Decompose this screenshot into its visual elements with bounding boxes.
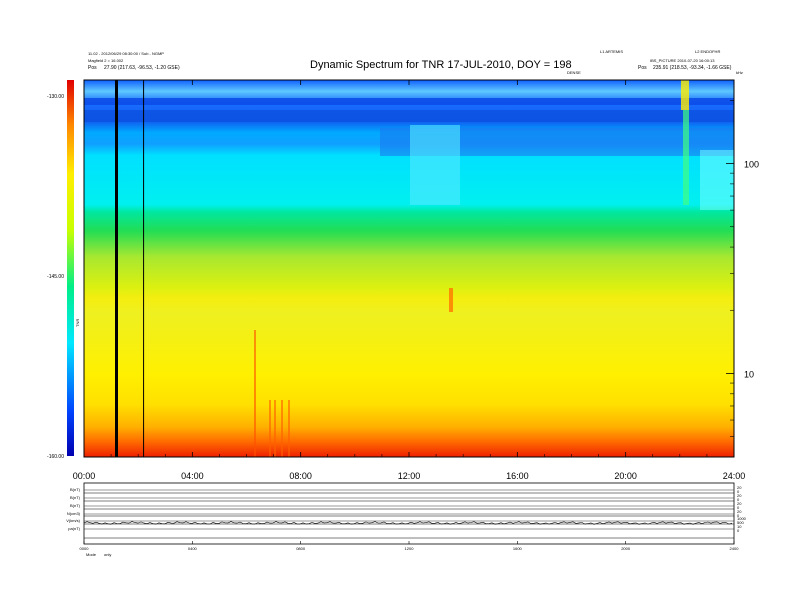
panel-right-tick: 20	[737, 493, 742, 498]
chart-title: Dynamic Spectrum for TNR 17-JUL-2010, DO…	[310, 59, 572, 71]
header-right-pos-label: Pos	[638, 65, 647, 71]
header-mid-small: DENSE	[567, 70, 581, 75]
y-axis: 100 10	[726, 100, 759, 437]
colorbar	[67, 80, 74, 456]
panel-label: V(km/s)	[66, 518, 80, 523]
khz-unit-label: kHz	[736, 70, 743, 75]
panel-x-tick-label: 0000	[80, 546, 90, 551]
panel-label: B(nT)	[70, 503, 81, 508]
panel-right-tick: 0	[737, 505, 740, 510]
colorbar-tick-label: -160.00	[47, 454, 64, 460]
colorbar-label: TNR	[75, 319, 80, 327]
x-tick-label: 08:00	[289, 471, 312, 481]
cyan-patch	[410, 125, 460, 205]
x-tick-label: 04:00	[181, 471, 204, 481]
header-left-line1: 11.02 - 2012/06/29 08:30:00 / Sub - NGMP	[88, 51, 164, 56]
colorbar-tick-label: -145.00	[47, 274, 64, 280]
footer-left2: only	[104, 552, 111, 557]
x-tick-label: 24:00	[723, 471, 746, 481]
header-left-pos-label: Pos	[88, 65, 97, 71]
panel-right-tick: 20	[737, 509, 742, 514]
panel-label: B(nT)	[70, 495, 81, 500]
header-right-pos-value: 235.91 (218.53, -93.34, -1.66 GSE)	[653, 65, 732, 71]
panel-x-tick-label: 1200	[405, 546, 415, 551]
y-tick-label: 100	[744, 160, 759, 170]
velocity-trace	[83, 521, 733, 525]
panel-label: pa(nT)	[68, 526, 80, 531]
panel-right-tick: 500	[737, 520, 744, 525]
header-left-line2: Magfield 2 = 16.002	[88, 58, 124, 63]
x-tick-label: 00:00	[73, 471, 96, 481]
panel-right-tick: 0	[737, 489, 740, 494]
spectrogram-features	[84, 80, 734, 457]
panel-right-tick: 10	[737, 524, 742, 529]
panel-x-tick-label: 0400	[188, 546, 198, 551]
cyan-patch	[700, 150, 734, 210]
panel-right-tick: 20	[737, 501, 742, 506]
radio-burst	[683, 110, 689, 205]
panel-right-tick: 20	[737, 485, 742, 490]
panel-x-tick-label: 2400	[730, 546, 740, 551]
footer-left: Mode	[86, 552, 97, 557]
emission-streak	[449, 288, 453, 312]
x-tick-label: 16:00	[506, 471, 529, 481]
panel-x-tick-label: 0800	[296, 546, 306, 551]
header-right-line1b: L2 ENDOFHR	[695, 49, 720, 54]
y-tick-label: 10	[744, 369, 754, 379]
panel-right-tick: 0	[737, 528, 740, 533]
header-right-line1: L1 ARTEMIS	[600, 49, 623, 54]
x-axis: 00:00 04:00 08:00 12:00 16:00 20:00 24:00	[73, 80, 746, 481]
panel-label: B(nT)	[70, 487, 81, 492]
panel-right-tick: 0	[737, 513, 740, 518]
colorbar-tick-label: -130.00	[47, 94, 64, 100]
dark-band	[84, 110, 734, 122]
colorbar-ticks: -130.00 -145.00 -160.00	[47, 94, 64, 460]
panel-right-tick: 0	[737, 497, 740, 502]
panels-frame	[83, 482, 735, 545]
panel-right-tick: 1000	[737, 516, 747, 521]
dark-band	[84, 98, 734, 105]
radio-burst	[681, 80, 689, 110]
panel-x-tick-label: 1600	[513, 546, 523, 551]
header-right-line2: IBS_PICTURE 2010-07-20 16:00:13	[650, 58, 715, 63]
panel-label: N(cm3)	[67, 511, 81, 516]
panel-x-tick-label: 2000	[621, 546, 631, 551]
x-tick-label: 20:00	[614, 471, 637, 481]
header-left-pos-value: 27.90 (217.63, -96.53, -1.20 GSE)	[104, 65, 180, 71]
x-tick-label: 12:00	[398, 471, 421, 481]
